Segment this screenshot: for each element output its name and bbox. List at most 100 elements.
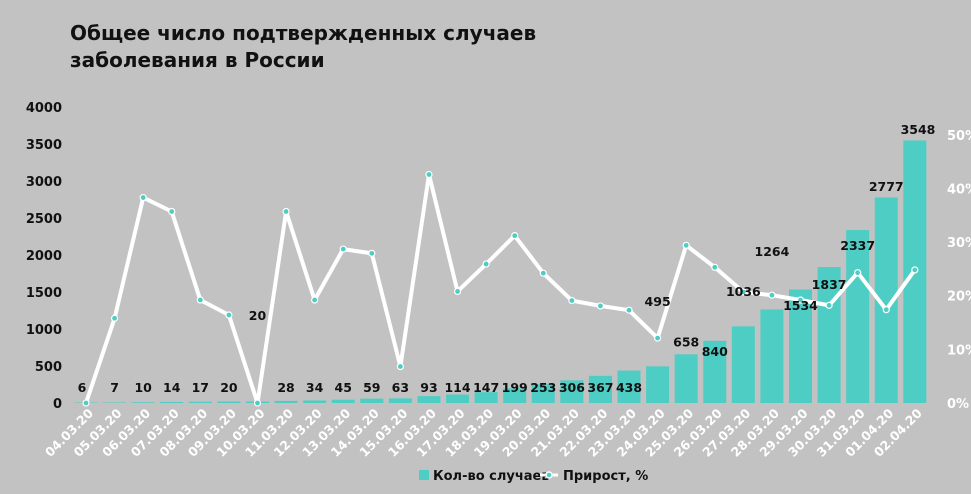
line-point [825,301,833,309]
line-point [253,399,262,407]
bar-data-label: 1264 [755,244,790,259]
line-point [139,193,147,202]
bar [188,401,212,403]
bar-data-label: 438 [616,380,642,395]
bar-data-label: 20 [220,380,238,395]
bar-data-label: 3548 [901,122,936,137]
y-axis-left: 0 500 1000 1500 2000 2500 3000 3500 4000 [26,101,62,412]
bar [388,398,412,403]
bar [646,366,670,403]
bar-data-label: 1837 [812,277,847,292]
line-point [339,245,347,253]
y-left-tick-label: 500 [35,360,62,375]
bar [446,394,470,403]
bar-data-label: 1036 [726,284,761,299]
bar [731,326,755,403]
line-point [568,296,576,305]
bar [789,289,812,403]
bar [874,197,898,403]
bar-data-label: 6 [78,380,87,395]
y-right-tick-label: 30% [947,236,971,251]
line-series [82,170,919,407]
legend-bar-label: Кол-во случаев [433,469,550,484]
growth-line [84,172,917,405]
y-right-tick-label: 10% [947,343,971,358]
x-axis: 04.03.2005.03.2006.03.2007.03.2008.03.20… [42,405,925,459]
bar-data-label: 17 [192,380,209,395]
bar [560,380,584,403]
bar-data-label: 253 [530,380,556,395]
line-point [110,314,119,322]
y-axis-right: 0% 10% 20% 30% 40% 50% [947,129,971,412]
y-right-tick-label: 20% [947,290,971,305]
bar-data-label: 93 [420,380,437,395]
bar-data-label: 59 [363,380,380,395]
bar-data-label: 199 [502,380,528,395]
bar [360,398,384,403]
y-left-tick-label: 2000 [26,249,62,264]
bar-data-label: 306 [559,380,585,395]
line-point [396,362,404,371]
bar [303,400,327,403]
bar-data-label: 495 [645,294,671,309]
y-left-tick-label: 0 [53,397,62,412]
line-point [225,311,233,319]
line-point [711,263,719,271]
bar [503,388,527,403]
y-right-tick-label: 50% [947,129,971,144]
y-left-tick-label: 4000 [26,101,62,116]
bar-data-label: 28 [277,380,294,395]
line-point [282,207,290,216]
bar-data-label: 658 [673,334,699,349]
bar [760,309,784,403]
bar [531,384,555,403]
bar-data-label: 34 [306,380,324,395]
bar-data-label: 147 [473,380,499,395]
line-point [425,170,433,179]
line-point [196,296,204,304]
y-right-tick-label: 40% [947,182,971,197]
line-point [854,269,862,277]
bar [674,354,698,403]
line-point [596,302,605,310]
line-point [882,306,890,314]
line-point [796,296,805,304]
line-point [911,266,919,274]
line-point [168,207,176,216]
line-point [82,399,90,407]
bar [703,340,727,403]
bar-data-label: 840 [702,344,728,359]
bar [417,396,441,403]
line-point [653,334,662,342]
line-point [768,291,776,299]
y-left-tick-label: 1000 [26,323,62,338]
y-left-tick-label: 3000 [26,175,62,190]
legend: Кол-во случаев Прирост, % [419,469,648,484]
line-point [739,288,747,296]
line-point [511,232,519,240]
bar-data-label: 10 [134,380,152,395]
bar [617,370,641,403]
bar [160,401,184,403]
bar-data-label: 1534 [783,298,818,313]
y-right-tick-label: 0% [947,397,969,412]
line-point [482,260,490,268]
bar [131,402,155,403]
bar-data-label: 7 [110,380,119,395]
bar [331,399,355,403]
bar-data-label: 14 [163,380,181,395]
line-point [539,269,547,277]
bar-data-label: 367 [587,380,613,395]
line-point [311,296,319,304]
bar [103,402,127,403]
bar-data-label: 2337 [840,238,875,253]
chart-title-line-2: заболевания в России [70,48,325,72]
bars-series [74,140,927,404]
bar [217,401,241,403]
legend-line-marker [545,471,553,479]
bar-data-label: 114 [444,380,470,395]
bar-data-label: 63 [392,380,409,395]
